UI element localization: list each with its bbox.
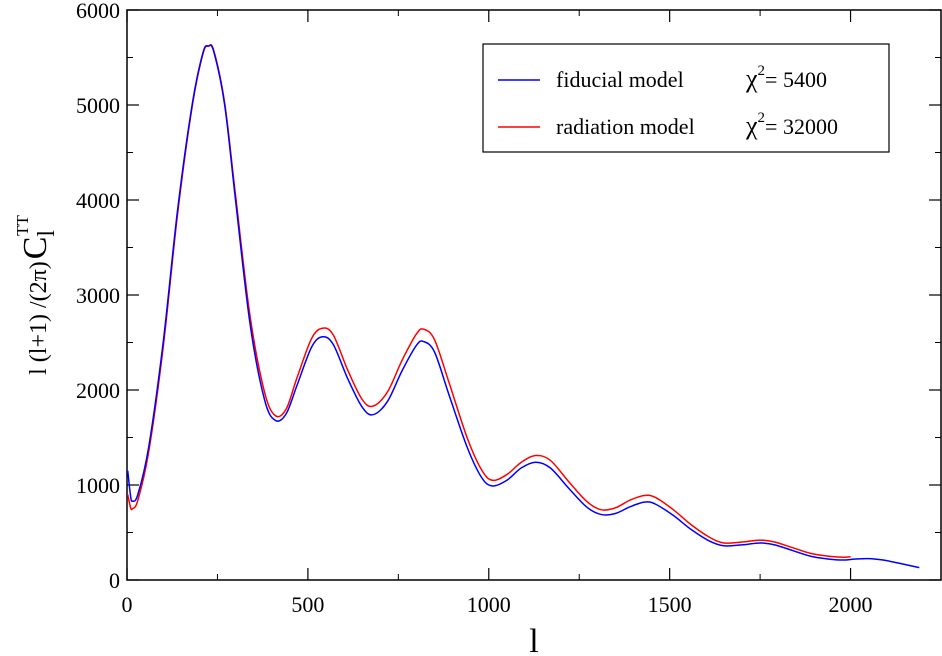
x-tick-label: 2000 <box>829 592 873 617</box>
legend-chi-exp-fiducial: 2 <box>758 63 766 79</box>
y-axis-label-superscript: TT <box>13 215 32 236</box>
legend-box <box>482 43 890 153</box>
svg-text:l (l+1) /(2π)ClTT: l (l+1) /(2π)ClTT <box>13 215 60 375</box>
legend-chi-value-radiation: = 32000 <box>765 114 838 139</box>
y-axis-label: l (l+1) /(2π)ClTT <box>13 215 60 375</box>
y-axis-label-prefix: l (l+1) /(2π) <box>26 261 52 375</box>
axis-tick-labels: 0 500 1000 1500 2000 0 1000 2000 3000 4000 5000 600… <box>76 0 873 617</box>
legend-chi-radiation: χ <box>745 111 758 140</box>
axis-ticks <box>126 9 941 581</box>
x-tick-label: 500 <box>291 592 324 617</box>
y-tick-label: 0 <box>109 568 120 593</box>
x-tick-label: 1000 <box>467 592 511 617</box>
y-tick-label: 2000 <box>76 378 120 403</box>
legend-chi-exp-radiation: 2 <box>758 110 766 126</box>
y-axis-label-subscript: l <box>34 230 60 237</box>
x-axis-label: l <box>529 623 538 656</box>
legend-label-fiducial: fiducial model <box>556 67 684 92</box>
legend: fiducial model χ2= 5400 radiation model … <box>482 43 890 153</box>
x-tick-label: 1500 <box>648 592 692 617</box>
y-axis-label-main: C <box>17 237 54 260</box>
legend-label-radiation: radiation model <box>556 114 695 139</box>
legend-entry-radiation: radiation model χ2= 32000 <box>556 110 838 140</box>
y-tick-label: 1000 <box>76 473 120 498</box>
legend-chi-value-fiducial: = 5400 <box>765 67 827 92</box>
legend-chi-fiducial: χ <box>745 64 758 93</box>
y-tick-label: 6000 <box>76 0 120 23</box>
series-lines <box>126 43 920 569</box>
y-tick-label: 5000 <box>76 93 120 118</box>
y-tick-label: 4000 <box>76 188 120 213</box>
legend-entry-fiducial: fiducial model χ2= 5400 <box>556 63 827 93</box>
x-tick-label: 0 <box>122 592 133 617</box>
y-tick-label: 3000 <box>76 283 120 308</box>
series-line-fiducial <box>126 44 920 569</box>
